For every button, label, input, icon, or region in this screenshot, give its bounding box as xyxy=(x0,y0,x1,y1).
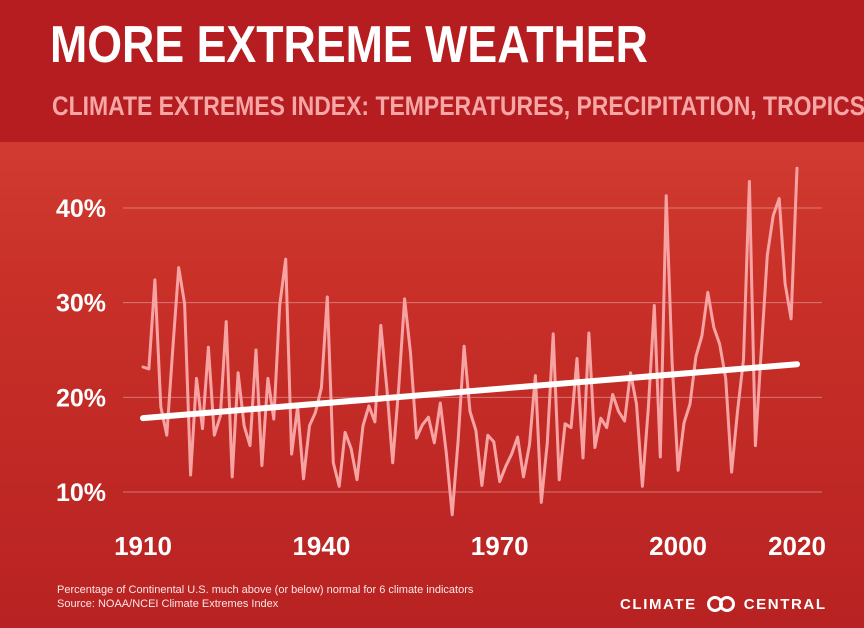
interlocking-rings-icon xyxy=(703,595,739,613)
footnote-source: Source: NOAA/NCEI Climate Extremes Index xyxy=(57,598,279,610)
series-line-annual xyxy=(141,166,799,517)
trend-line xyxy=(140,361,800,422)
chart-subtitle: CLIMATE EXTREMES INDEX: TEMPERATURES, PR… xyxy=(52,91,864,121)
y-tick-label: 40% xyxy=(56,195,106,223)
x-tick-label: 1940 xyxy=(292,531,350,561)
footnote: Percentage of Continental U.S. much abov… xyxy=(57,583,473,611)
y-tick-label: 30% xyxy=(56,290,106,318)
footnote-description: Percentage of Continental U.S. much abov… xyxy=(57,584,474,596)
header-banner: MORE EXTREME WEATHER CLIMATE EXTREMES IN… xyxy=(0,0,864,142)
x-tick-label: 2020 xyxy=(768,531,826,561)
brand-logo: CLIMATE CENTRAL xyxy=(620,593,827,615)
x-tick-label: 1910 xyxy=(114,531,172,561)
chart-title: MORE EXTREME WEATHER xyxy=(50,16,648,74)
brand-name-left: CLIMATE xyxy=(620,595,697,613)
y-tick-label: 10% xyxy=(56,479,106,507)
brand-name-right: CENTRAL xyxy=(743,595,827,613)
x-tick-label: 2000 xyxy=(649,531,707,561)
line-chart: 10% 20% 30% 40% 1910 1940 1970 2000 2020 xyxy=(56,166,826,561)
y-tick-label: 20% xyxy=(56,384,106,412)
x-tick-label: 1970 xyxy=(471,531,529,561)
